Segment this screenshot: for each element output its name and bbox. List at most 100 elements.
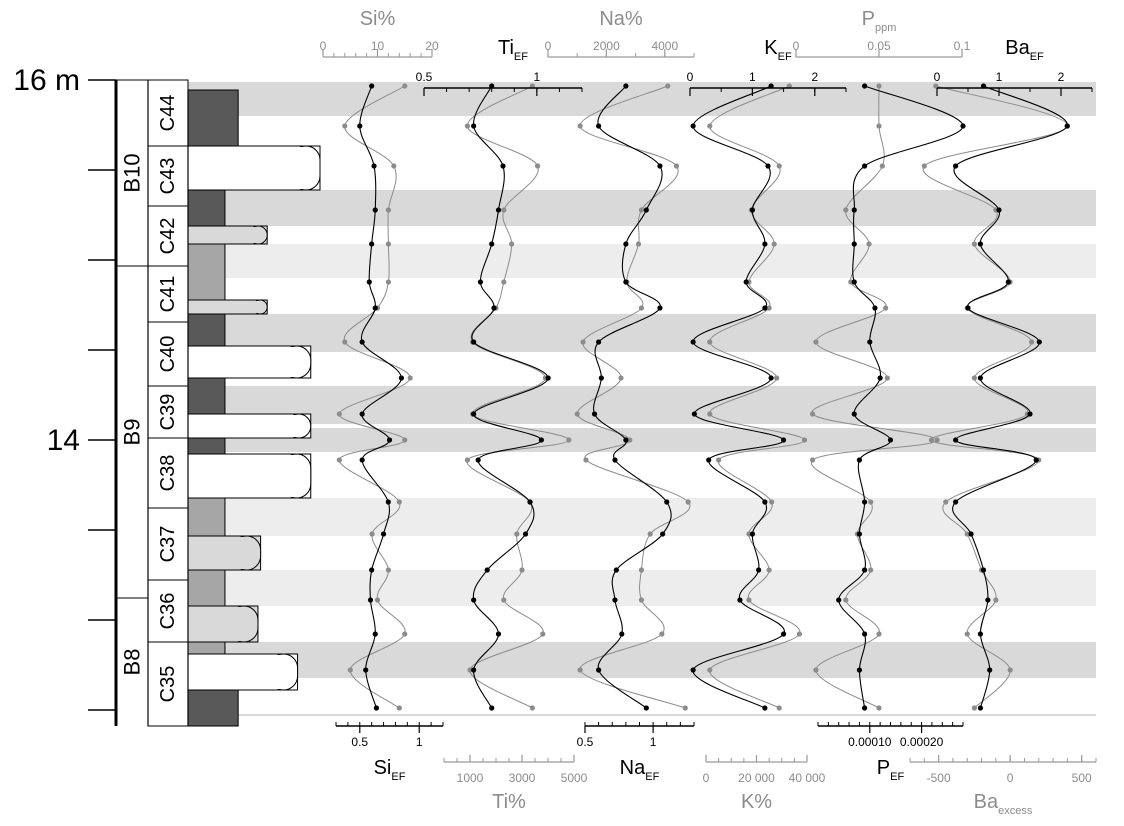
point-ba-ef-14 (980, 567, 987, 573)
axis-title: K% (741, 791, 772, 813)
tick-label: 1 (996, 70, 1003, 84)
point-si-ef-3 (372, 207, 378, 213)
point-ba-excess-2 (921, 163, 927, 169)
tick-label: 0 (320, 39, 327, 53)
point-na-14 (638, 567, 645, 573)
point-na-7 (580, 339, 586, 345)
point-ba-ef-9 (1027, 411, 1033, 417)
point-na-9 (574, 411, 580, 417)
point-na-8 (618, 375, 624, 381)
tick-label: -500 (927, 771, 951, 785)
point-p-ppm-16 (876, 631, 882, 637)
tick-label: 0 (703, 771, 710, 785)
point-ba-ef-13 (968, 531, 974, 537)
point-p-ppm-17 (813, 667, 819, 673)
lith-unit-18 (187, 689, 239, 727)
point-ti-ef-12 (527, 499, 533, 505)
cycle-label-c42: C42 (157, 218, 179, 255)
point-si-16 (402, 631, 408, 637)
axis-title: TiEF (498, 37, 528, 63)
point-si-12 (396, 499, 402, 505)
point-ba-ef-4 (977, 241, 984, 247)
point-ba-ef-7 (1036, 339, 1042, 345)
cycle-label-c40: C40 (157, 336, 179, 373)
point-k-ef-16 (781, 631, 787, 637)
point-si-13 (369, 531, 375, 537)
point-si-1 (342, 123, 348, 129)
point-p-ppm-10 (934, 437, 940, 443)
point-k-ef-5 (743, 279, 749, 285)
point-ba-ef-1 (1064, 123, 1070, 129)
axis-bottom-ba-excess: -500 0 500 Baexcess (909, 755, 1097, 817)
point-na-ef-2 (657, 163, 663, 169)
point-ti-5 (501, 279, 507, 285)
point-si-ef-11 (359, 457, 365, 463)
point-ti-16 (540, 631, 546, 637)
point-ti-ef-6 (491, 305, 497, 311)
point-ba-ef-17 (987, 667, 993, 673)
point-si-ef-15 (367, 597, 374, 603)
cycle-box-c35 (147, 641, 189, 727)
point-k-ef-7 (690, 339, 696, 345)
lith-unit-12 (187, 497, 226, 537)
lith-unit-4 (187, 243, 226, 301)
point-ba-excess-17 (1007, 667, 1013, 673)
point-ti-ef-13 (522, 531, 529, 537)
point-p-ef-3 (851, 207, 857, 213)
point-ti-ef-8 (545, 375, 551, 381)
point-si-ef-4 (369, 241, 375, 247)
point-k-ef-17 (690, 667, 696, 673)
tick-label: 0.5 (416, 70, 433, 84)
stratigraphy-columns: B10 B9 B8 C44 C43 C42 C41 C40 C39 C38 C37 C36 C35 (114, 79, 189, 727)
point-ba-excess-10 (928, 437, 935, 443)
axis-title: Baexcess (974, 791, 1033, 817)
band-3 (188, 314, 1096, 352)
tick-label: 2 (1058, 70, 1065, 84)
point-ba-excess-7 (1029, 339, 1035, 345)
point-k-ef-4 (762, 241, 768, 247)
cycle-label-c35: C35 (157, 666, 179, 703)
shaded-bands (188, 82, 1096, 716)
point-si-ef-6 (372, 305, 378, 311)
point-k-ef-11 (706, 457, 712, 463)
point-ba-ef-6 (965, 305, 971, 311)
lith-unit-6 (187, 313, 226, 347)
axis-top-si: 0 10 20 Si% (320, 8, 439, 58)
point-si-ef-0 (369, 83, 375, 89)
lith-unit-fill-1 (291, 147, 306, 189)
point-ti-ef-16 (495, 631, 502, 637)
axis-title: Ti% (492, 791, 526, 813)
tick-label: 0 (793, 39, 800, 53)
point-p-ppm-11 (810, 457, 816, 463)
point-si-17 (347, 667, 353, 673)
point-k-ef-8 (768, 375, 774, 381)
point-k-4 (771, 241, 777, 247)
tick-label: 2000 (593, 39, 620, 53)
point-p-ef-5 (851, 279, 857, 285)
point-k-11 (716, 457, 722, 463)
point-na-2 (673, 163, 680, 169)
point-k-ef-18 (762, 705, 768, 711)
tick-label: 5000 (561, 771, 588, 785)
lith-unit-fill-5 (252, 301, 261, 313)
point-p-ppm-18 (876, 705, 882, 711)
axis-title: Pppm (862, 8, 897, 34)
axis-bottom-ti: 1000 3000 5000 Ti% (443, 755, 588, 813)
point-ba-ef-12 (953, 499, 959, 505)
point-ti-2 (535, 163, 541, 169)
band-2 (188, 244, 1096, 278)
point-p-ppm-12 (868, 499, 874, 505)
lith-unit-14 (187, 569, 226, 607)
axis-top-ba-ef: 0 1 2 BaEF (934, 37, 1093, 96)
point-ba-ef-2 (953, 163, 959, 169)
tick-label: 1 (749, 70, 756, 84)
point-k-ef-15 (737, 597, 743, 603)
point-ti-ef-14 (484, 567, 490, 573)
point-si-11 (336, 457, 342, 463)
point-k-18 (776, 705, 782, 711)
point-ti-14 (519, 567, 525, 573)
tick-label: 2 (811, 70, 818, 84)
point-ti-ef-10 (538, 437, 544, 443)
point-si-18 (396, 705, 402, 711)
axis-title: KEF (764, 37, 792, 63)
